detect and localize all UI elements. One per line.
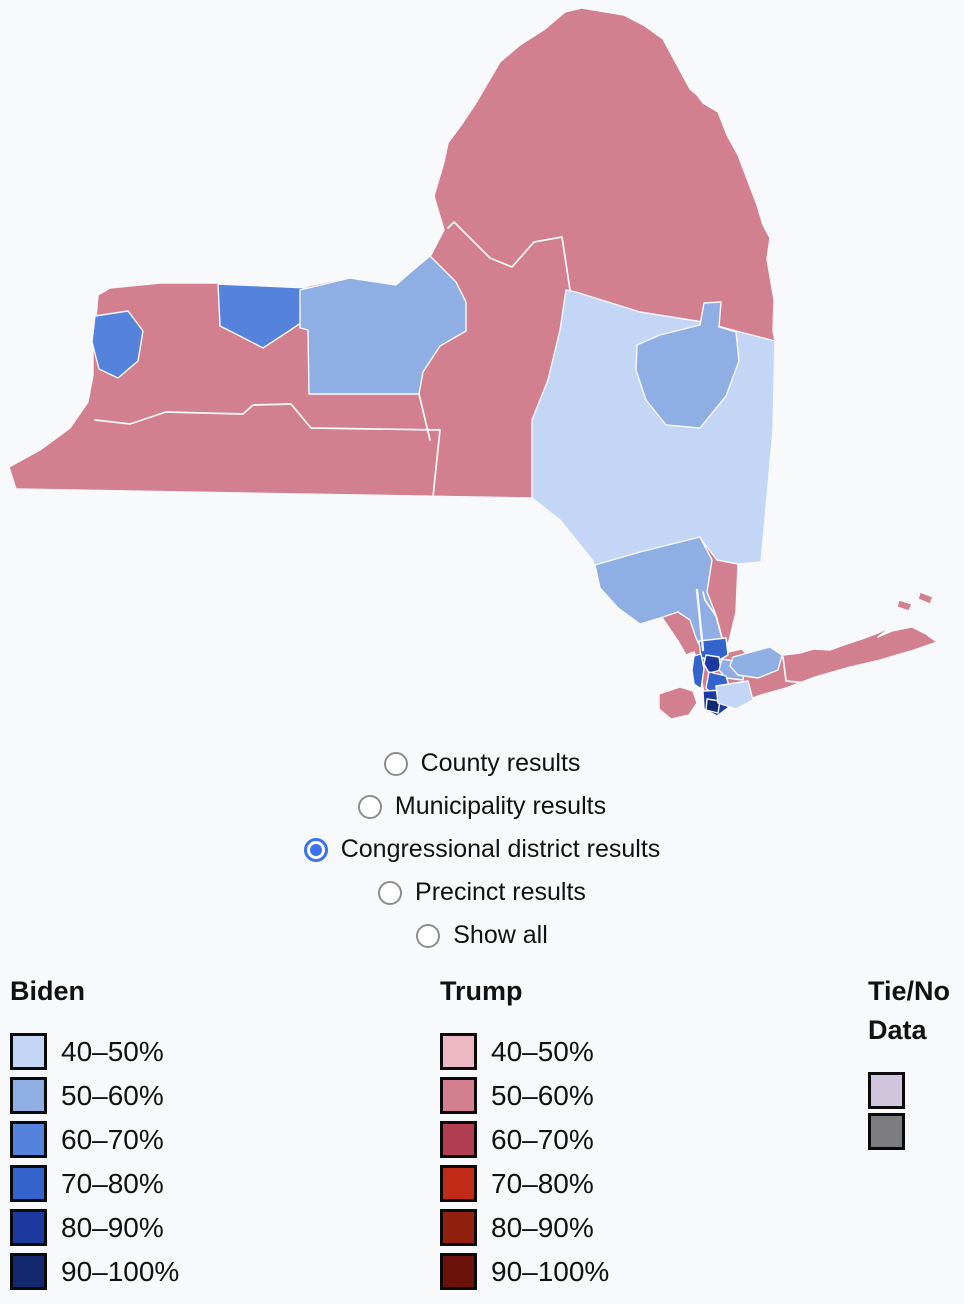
color-swatch <box>10 1121 47 1159</box>
tie-color-swatch <box>868 1072 905 1110</box>
legend-range-label: 40–50% <box>491 1035 594 1067</box>
legend-item: 90–100% <box>10 1253 180 1291</box>
legend-biden-title: Biden <box>10 976 86 1006</box>
radio-precinct-results[interactable]: Precinct results <box>0 871 964 914</box>
legend-item: 40–50% <box>440 1033 609 1071</box>
radio-button-icon[interactable] <box>303 837 328 862</box>
radio-button-icon[interactable] <box>378 880 403 905</box>
legend-range-label: 70–80% <box>61 1167 164 1199</box>
boundary-west-districts <box>94 403 441 498</box>
boundary-long-island <box>782 656 807 702</box>
region-albany-district <box>635 301 740 429</box>
color-swatch <box>440 1165 477 1203</box>
legend-biden: Biden 40–50% 50–60% 60–70% 70–80% 80–90%… <box>10 972 179 1297</box>
region-hudson-valley-district <box>531 289 776 583</box>
no-data-color-swatch <box>868 1113 905 1151</box>
boundary-southern-tier <box>418 393 431 441</box>
legend-trump-title: Trump <box>440 976 523 1006</box>
radio-label[interactable]: County results <box>420 749 581 777</box>
legend-range-label: 90–100% <box>61 1255 180 1287</box>
radio-municipality-results[interactable]: Municipality results <box>0 785 964 828</box>
radio-label[interactable]: Precinct results <box>415 878 586 906</box>
legend-item: 40–50% <box>10 1033 179 1071</box>
legend-range-label: 40–50% <box>61 1035 164 1067</box>
radio-label[interactable]: Show all <box>453 921 548 949</box>
legend-range-label: 80–90% <box>491 1211 594 1243</box>
color-swatch <box>440 1033 477 1071</box>
color-swatch <box>440 1253 477 1291</box>
color-swatch <box>10 1165 47 1203</box>
region-syracuse-district <box>299 255 467 395</box>
color-swatch <box>440 1077 477 1115</box>
region-buffalo-district <box>91 310 144 379</box>
legend-tie-no-data: Tie/No Data <box>868 972 964 1154</box>
boundary-hudson-river <box>695 588 705 652</box>
legend-item: 50–60% <box>10 1077 179 1115</box>
legend-tie-title: Tie/No Data <box>868 976 951 1046</box>
region-brooklyn-south-district <box>705 698 721 714</box>
radio-label[interactable]: Municipality results <box>394 792 607 820</box>
color-swatch <box>10 1033 47 1071</box>
boundary-lower-hudson <box>702 591 723 639</box>
legend-range-label: 50–60% <box>491 1079 594 1111</box>
election-map[interactable] <box>0 0 964 740</box>
results-view-options: County results Municipality results Cong… <box>0 742 964 957</box>
legend-trump: Trump 40–50% 50–60% 60–70% 70–80% 80–90%… <box>440 972 609 1297</box>
legend-item: 80–90% <box>440 1209 609 1247</box>
legend-item: 60–70% <box>10 1121 179 1159</box>
radio-congressional-district-results[interactable]: Congressional district results <box>0 828 964 871</box>
radio-show-all[interactable]: Show all <box>0 914 964 957</box>
region-fishers-island <box>917 591 934 605</box>
color-swatch <box>10 1253 47 1291</box>
legend-item: 60–70% <box>440 1121 609 1159</box>
region-nassau-north-district <box>729 646 783 679</box>
region-bronx-district <box>703 654 722 674</box>
legend-item: 80–90% <box>10 1209 179 1247</box>
legend-item <box>868 1113 964 1151</box>
legend-item: 70–80% <box>440 1165 609 1203</box>
boundary-north-country <box>447 221 571 291</box>
legend-range-label: 80–90% <box>61 1211 164 1243</box>
new-york-districts-map <box>8 7 938 720</box>
legend-range-label: 60–70% <box>61 1123 164 1155</box>
color-swatch <box>440 1121 477 1159</box>
color-swatch <box>10 1209 47 1247</box>
legend-item <box>868 1072 964 1110</box>
region-nassau-south-district <box>715 680 754 710</box>
legend-range-label: 90–100% <box>491 1255 610 1287</box>
color-swatch <box>10 1077 47 1115</box>
radio-button-icon[interactable] <box>383 751 408 776</box>
region-manhattan-district <box>691 653 705 690</box>
legend-item: 70–80% <box>10 1165 179 1203</box>
legend-item: 90–100% <box>440 1253 610 1291</box>
legend-range-label: 50–60% <box>61 1079 164 1111</box>
color-swatch <box>440 1209 477 1247</box>
region-staten-island <box>658 686 698 720</box>
radio-label[interactable]: Congressional district results <box>340 835 661 863</box>
legend-item: 50–60% <box>440 1077 609 1115</box>
region-plum-island <box>896 599 913 612</box>
radio-button-icon[interactable] <box>416 923 441 948</box>
legend-range-label: 60–70% <box>491 1123 594 1155</box>
radio-county-results[interactable]: County results <box>0 742 964 785</box>
radio-button-icon[interactable] <box>357 794 382 819</box>
legend-range-label: 70–80% <box>491 1167 594 1199</box>
